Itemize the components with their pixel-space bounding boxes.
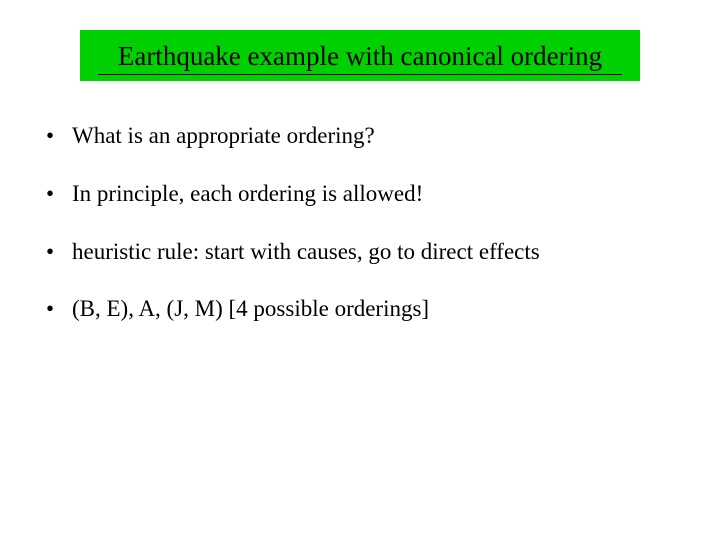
bullet-text: What is an appropriate ordering?: [72, 123, 375, 148]
list-item: In principle, each ordering is allowed!: [46, 179, 690, 209]
bullet-text: In principle, each ordering is allowed!: [72, 181, 423, 206]
list-item: (B, E), A, (J, M) [4 possible orderings]: [46, 294, 690, 324]
list-item: What is an appropriate ordering?: [46, 121, 690, 151]
bullet-text: heuristic rule: start with causes, go to…: [72, 239, 540, 264]
bullet-list: What is an appropriate ordering? In prin…: [30, 121, 690, 325]
bullet-text: (B, E), A, (J, M) [4 possible orderings]: [72, 296, 429, 321]
slide-title: Earthquake example with canonical orderi…: [98, 40, 622, 75]
slide: Earthquake example with canonical orderi…: [0, 0, 720, 540]
title-box: Earthquake example with canonical orderi…: [80, 30, 640, 81]
list-item: heuristic rule: start with causes, go to…: [46, 237, 690, 267]
